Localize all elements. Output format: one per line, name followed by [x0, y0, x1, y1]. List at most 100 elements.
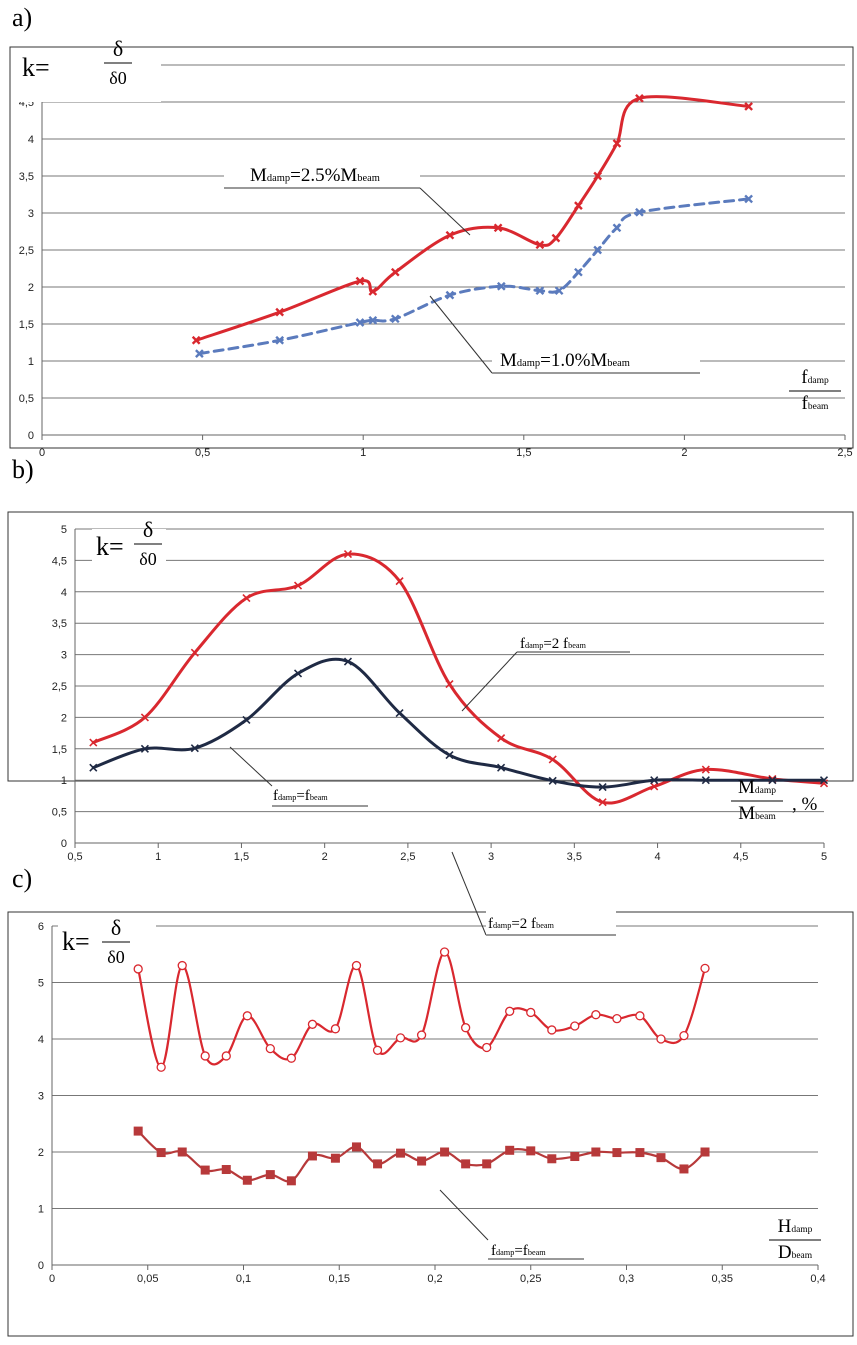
- y-tick-label: 4,5: [52, 555, 67, 567]
- series-label-part: damp: [493, 921, 511, 930]
- data-point: [612, 1014, 622, 1024]
- callout-backing: [492, 349, 700, 373]
- panel-label: b): [12, 455, 34, 484]
- data-point: [330, 1024, 341, 1034]
- data-point: [635, 207, 644, 217]
- data-point: [355, 276, 365, 286]
- data-point: [445, 751, 454, 760]
- data-point: [343, 657, 353, 666]
- series-label-part: f: [491, 1243, 496, 1259]
- data-point: [275, 307, 285, 317]
- delta-denominator: δ0: [139, 549, 156, 569]
- x-tick-label: 2: [322, 851, 328, 863]
- data-point: [496, 281, 506, 291]
- y-tick-label: 2,5: [52, 681, 67, 693]
- fraction-numerator-main: M: [738, 777, 755, 798]
- data-point: [395, 708, 404, 718]
- series-label-part: beam: [528, 1248, 546, 1257]
- callout-backing: [517, 632, 630, 652]
- callout-backing: [224, 164, 420, 188]
- series-label-0: fdamp=2 fbeam: [488, 916, 555, 932]
- series-line-0: [194, 95, 751, 342]
- y-tick-label: 0,5: [19, 393, 34, 405]
- x-tick-label: 0,1: [236, 1273, 251, 1285]
- series-label-1: fdamp=fbeam: [273, 788, 328, 804]
- data-point: [547, 1025, 557, 1035]
- callout-leader: [229, 746, 273, 787]
- data-point: [140, 713, 149, 722]
- series-label-part: damp: [267, 173, 290, 184]
- x-tick-label: 3: [488, 851, 494, 863]
- data-point: [650, 776, 659, 785]
- k-label: k=: [62, 927, 90, 956]
- data-point: [190, 648, 199, 657]
- series-label-1: fdamp=fbeam: [491, 1243, 546, 1259]
- x-tick-label: 2,5: [837, 447, 852, 459]
- x-tick-label: 1,5: [516, 447, 531, 459]
- series-label-part: M: [500, 350, 517, 371]
- chart-panel-c: c) 0 1 2 3 4 5 6 0 0,05 0,1 0,15 0,2 0,25 0,3 0,35 0,4 k=…: [7, 851, 854, 1337]
- data-point: [505, 1006, 515, 1016]
- callout-backing: [488, 1240, 584, 1259]
- data-point: [286, 1176, 296, 1186]
- series-label-part: beam: [357, 173, 380, 184]
- data-point: [526, 1007, 536, 1018]
- fraction-denominator: Dbeam: [778, 1242, 813, 1263]
- data-point: [598, 783, 607, 792]
- series-label-part: beam: [568, 641, 586, 650]
- data-point: [635, 93, 644, 103]
- x-tick-label: 1,5: [234, 851, 249, 863]
- data-point: [351, 1142, 361, 1152]
- data-point: [650, 782, 659, 791]
- data-point: [547, 1154, 557, 1164]
- series-label-part: =2 f: [511, 916, 536, 932]
- y-tick-label: 3: [28, 208, 34, 220]
- data-point: [355, 318, 365, 327]
- data-point: [293, 581, 303, 590]
- x-tick-label: 0,15: [329, 1273, 350, 1285]
- x-tick-label: 5: [821, 851, 827, 863]
- k-label: k=: [96, 532, 124, 561]
- series-label-part: damp: [278, 793, 296, 802]
- data-point: [307, 1151, 317, 1161]
- x-tick-label: 4,5: [733, 851, 748, 863]
- data-point: [133, 964, 143, 974]
- y-tick-label: 1: [28, 356, 34, 368]
- data-point: [265, 1043, 275, 1054]
- data-point: [293, 669, 303, 678]
- data-point: [768, 776, 777, 785]
- data-point: [221, 1051, 231, 1061]
- fraction-numerator-sub: damp: [755, 786, 776, 796]
- data-point: [200, 1051, 210, 1061]
- y-tick-label: 0: [38, 1260, 44, 1272]
- k-label-backing: [92, 529, 166, 581]
- data-point: [593, 245, 603, 255]
- data-point: [535, 286, 545, 296]
- data-point: [351, 960, 362, 971]
- data-point: [505, 1145, 515, 1155]
- panel-frame: [9, 46, 854, 449]
- x-label-suffix: , %: [792, 794, 818, 815]
- fraction-denominator-main: M: [738, 803, 755, 824]
- data-point: [372, 1045, 383, 1055]
- y-tick-label: 3: [61, 650, 67, 662]
- y-tick-label: 0: [61, 838, 67, 850]
- fraction-numerator: Hdamp: [778, 1216, 813, 1237]
- data-point: [591, 1147, 601, 1157]
- fraction-denominator-sub: beam: [808, 402, 829, 412]
- x-tick-label: 2,5: [400, 851, 415, 863]
- data-point: [89, 738, 98, 747]
- x-tick-label: 0,5: [195, 447, 210, 459]
- y-tick-label: 3: [38, 1091, 44, 1103]
- delta-numerator: δ: [111, 915, 121, 940]
- data-point: [700, 1147, 710, 1157]
- data-point: [551, 233, 561, 243]
- data-point: [343, 550, 353, 559]
- fraction-numerator-sub: damp: [791, 1225, 812, 1235]
- fraction-denominator: fbeam: [802, 393, 830, 414]
- chart-panel-b: b)00,511,522,533,544,550,5 1 1,5 2 2,5 3 3,5 4 4…: [7, 455, 854, 863]
- x-tick-label: 3,5: [567, 851, 582, 863]
- series-label-part: beam: [310, 793, 328, 802]
- y-tick-label: 2: [38, 1147, 44, 1159]
